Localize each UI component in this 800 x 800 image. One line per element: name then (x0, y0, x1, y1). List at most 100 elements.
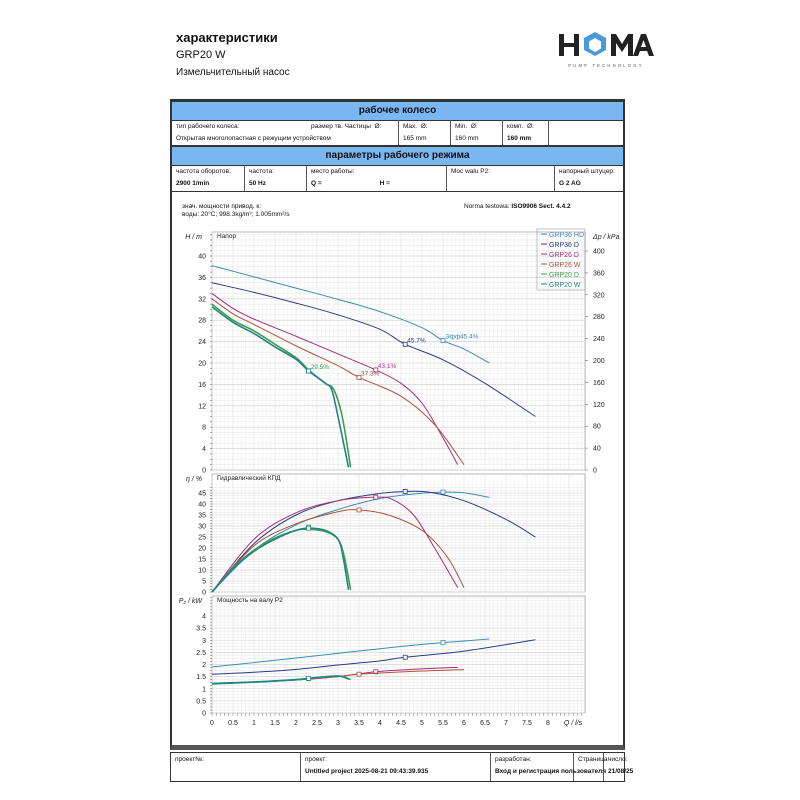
project-no-label: проект№: (175, 756, 205, 763)
bep-marker (306, 368, 312, 374)
datasheet-frame: рабочее колесо тип рабочего колеса: Откры… (170, 99, 625, 750)
bep-label: 43.1% (378, 363, 397, 370)
right-tick-label: 40 (593, 446, 601, 453)
bep-marker (356, 671, 362, 677)
y-tick-label: 4 (202, 614, 206, 621)
impeller-type-value: Открытая многолопастная с режущим устрой… (176, 135, 331, 142)
x-tick-label: 1 (252, 720, 256, 727)
bep-label: 37.3% (361, 370, 380, 377)
y-tick-label: 36 (198, 275, 206, 282)
x-tick-label: 6.5 (480, 720, 490, 727)
y-tick-label: 28 (198, 318, 206, 325)
y-tick-label: 1.5 (196, 674, 206, 681)
panel-title: Напор (217, 233, 236, 240)
project-value: Untitled project 2025-08-21 09:43:39.935 (305, 768, 429, 775)
curve-efficiency-grp36-hd (211, 491, 490, 593)
x-tick-label: 8 (546, 720, 550, 727)
right-tick-label: 80 (593, 424, 601, 431)
x-tick-label: 0 (210, 720, 214, 727)
x-tick-label: 0.5 (228, 720, 238, 727)
legend-entry: GRP36 HD (549, 232, 584, 239)
legend-entry: GRP26 D (549, 252, 579, 259)
x-tick-label: 4.5 (396, 720, 406, 727)
project-label: проект: (305, 756, 328, 763)
duty-q: Q = (311, 180, 322, 187)
y-tick-label: 20 (198, 361, 206, 368)
duty-point-label: место работы: (311, 168, 355, 175)
impeller-section-title: рабочее колесо (172, 101, 623, 121)
bep-label: 45.4% (460, 334, 479, 341)
bep-marker (373, 367, 379, 373)
bep-marker (440, 640, 446, 646)
author-value: Вход и регистрация пользователя (495, 768, 607, 775)
curve-power-grp36-hd (211, 638, 490, 668)
y-tick-label: 0 (202, 711, 206, 718)
operating-section-title: параметры рабочего режима (172, 146, 623, 166)
bep-marker (402, 654, 408, 660)
panel-title: Гидравлический КПД (217, 474, 281, 482)
bep-marker (306, 675, 312, 681)
curve-efficiency-grp36-d (211, 490, 536, 593)
speed-label: частота оборотов: (176, 168, 231, 175)
bep-marker (440, 489, 446, 495)
legend-entry: GRP26 W (549, 262, 581, 269)
y-tick-label: 35 (198, 513, 206, 520)
pump-description: Измельчительный насос (176, 67, 290, 78)
pump-model: GRP20 W (176, 49, 226, 61)
curve-head-grp36-d (211, 282, 536, 417)
speed-value: 2900 1/min (176, 180, 210, 187)
norm-label: Norma testowa: (464, 203, 510, 210)
bep-prefix: Эфф (445, 334, 461, 341)
curve-head-grp26-d (211, 293, 459, 465)
y-tick-label: 15 (198, 557, 206, 564)
x-tick-label: 7 (504, 720, 508, 727)
bep-label: 29.5% (311, 364, 330, 371)
y-tick-label: 4 (202, 446, 206, 453)
operating-row: частота оборотов: 2900 1/min частота: 50 H… (172, 165, 623, 192)
max-diameter-value: 165 mm (403, 135, 427, 142)
min-diameter-value: 160 mm (455, 135, 479, 142)
x-tick-label: 5.5 (438, 720, 448, 727)
y-tick-label: 1 (202, 686, 206, 693)
panel-head (211, 231, 586, 471)
y-tick-label: 0.5 (196, 698, 206, 705)
bep-marker (356, 375, 362, 380)
y-tick-label: 3.5 (196, 626, 206, 633)
x-tick-label: 7.5 (522, 720, 532, 727)
diameter-symbol: Ø: (420, 123, 428, 130)
y-tick-label: 25 (198, 535, 206, 542)
y-tick-label: 2 (202, 662, 206, 669)
diameter-symbol: Ø: (374, 123, 382, 130)
x-tick-label: 3 (336, 720, 340, 727)
y-tick-label: 24 (198, 339, 206, 346)
date-label: число: (608, 756, 628, 763)
legend-entry: GRP20 W (549, 282, 581, 289)
curve-head-grp20-d (211, 303, 352, 468)
footer-table: проект№: проект: Untitled project 2025-08… (170, 752, 633, 782)
impeller-type-label: тип рабочего колеса: (176, 123, 240, 130)
y-tick-label: 12 (198, 403, 206, 410)
y-tick-label: 2.5 (196, 650, 206, 657)
x-tick-label: 4 (378, 720, 382, 727)
y-axis-label: η / % (186, 476, 202, 483)
curve-head-grp36-hd (211, 265, 490, 364)
y-tick-label: 3 (202, 638, 206, 645)
y-tick-label: 45 (198, 491, 206, 498)
page-title: характеристики (176, 30, 278, 45)
x-axis-label: Q / l/s (564, 720, 583, 727)
curve-head-grp20-w (211, 306, 350, 468)
right-tick-label: 360 (593, 270, 605, 277)
outlet-label: напорный штуцер: (559, 168, 615, 175)
x-tick-label: 3.5 (354, 720, 364, 727)
right-tick-label: 240 (593, 336, 605, 343)
panel-title: Мощность на валу P2 (217, 597, 283, 604)
diameter-symbol: Ø: (470, 123, 478, 130)
page-label: Страница: (578, 756, 610, 763)
curve-power-grp20-w (211, 675, 349, 685)
logo-subtext: PUMP TECHNOLOGY (568, 63, 643, 68)
right-tick-label: 120 (593, 402, 605, 409)
max-label: Max. (403, 123, 418, 130)
x-tick-label: 6 (462, 720, 466, 727)
outlet-value: G 2 AG (559, 180, 581, 187)
curve-head-grp26-w (211, 298, 465, 465)
